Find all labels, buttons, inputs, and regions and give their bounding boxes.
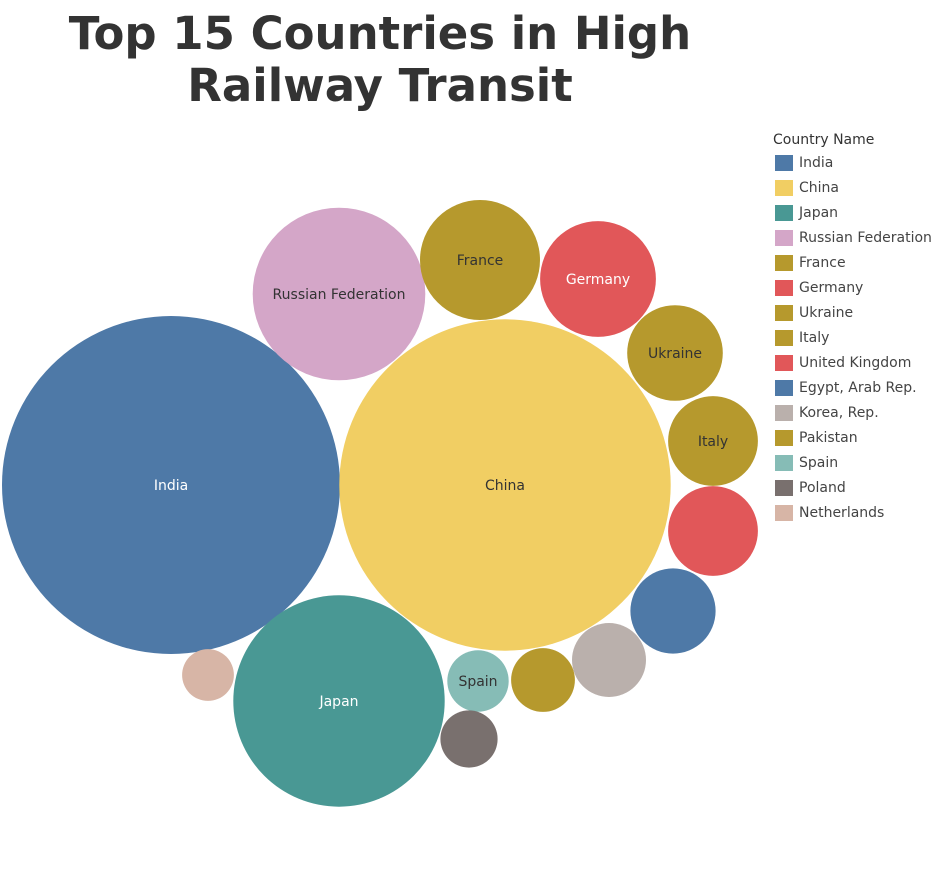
bubble-russian-federation[interactable] — [252, 207, 426, 381]
legend-label: Italy — [799, 329, 830, 346]
bubble-poland[interactable] — [440, 710, 498, 768]
bubble-label-india: India — [154, 478, 188, 494]
legend-swatch — [775, 479, 793, 496]
legend-swatch — [775, 304, 793, 321]
legend-label: Ukraine — [799, 304, 854, 321]
legend-label: Pakistan — [799, 429, 858, 446]
bubble-label-spain: Spain — [458, 674, 497, 690]
legend-item-korea-rep[interactable]: Korea, Rep. — [773, 400, 946, 425]
legend-item-spain[interactable]: Spain — [773, 450, 946, 475]
legend-item-russian-federation[interactable]: Russian Federation — [773, 225, 946, 250]
legend-item-ukraine[interactable]: Ukraine — [773, 300, 946, 325]
legend-label: Netherlands — [799, 504, 885, 521]
legend-label: Japan — [799, 204, 839, 221]
legend: Country Name India China Japan Russian Fede… — [773, 130, 946, 525]
legend-swatch — [775, 454, 793, 471]
legend-item-poland[interactable]: Poland — [773, 475, 946, 500]
chart-title-line-2: Railway Transit — [187, 59, 573, 112]
legend-swatch — [775, 329, 793, 346]
bubble-label-japan: Japan — [318, 694, 358, 710]
legend-swatch — [775, 404, 793, 421]
bubble-france[interactable] — [420, 200, 540, 320]
legend-label: Russian Federation — [799, 229, 932, 246]
legend-label: United Kingdom — [799, 354, 912, 371]
chart-title: Top 15 Countries in High Railway Transit — [40, 8, 720, 112]
bubble-netherlands[interactable] — [182, 649, 234, 701]
legend-item-india[interactable]: India — [773, 150, 946, 175]
bubble-label-ukraine: Ukraine — [648, 346, 702, 362]
legend-item-france[interactable]: France — [773, 250, 946, 275]
legend-swatch — [775, 254, 793, 271]
legend-item-china[interactable]: China — [773, 175, 946, 200]
bubble-italy[interactable] — [668, 396, 758, 486]
legend-item-egypt-arab-rep[interactable]: Egypt, Arab Rep. — [773, 375, 946, 400]
bubble-japan[interactable] — [233, 595, 445, 807]
legend-swatch — [775, 279, 793, 296]
bubble-pakistan[interactable] — [511, 648, 575, 712]
bubble-spain[interactable] — [447, 650, 509, 712]
legend-swatch — [775, 229, 793, 246]
bubble-egypt-arab-rep[interactable] — [630, 568, 716, 654]
legend-label: Egypt, Arab Rep. — [799, 379, 917, 396]
bubble-united-kingdom[interactable] — [668, 486, 758, 576]
legend-label: China — [799, 179, 839, 196]
bubble-label-china: China — [485, 478, 525, 494]
legend-label: Germany — [799, 279, 864, 296]
bubble-label-italy: Italy — [698, 434, 728, 450]
legend-label: Spain — [799, 454, 839, 471]
legend-swatch — [775, 354, 793, 371]
legend-item-italy[interactable]: Italy — [773, 325, 946, 350]
chart-title-line-1: Top 15 Countries in High — [68, 7, 692, 60]
legend-item-japan[interactable]: Japan — [773, 200, 946, 225]
legend-swatch — [775, 204, 793, 221]
legend-item-united-kingdom[interactable]: United Kingdom — [773, 350, 946, 375]
legend-items: India China Japan Russian Federation France G… — [773, 150, 946, 525]
legend-swatch — [775, 379, 793, 396]
legend-item-germany[interactable]: Germany — [773, 275, 946, 300]
bubble-ukraine[interactable] — [627, 305, 723, 401]
legend-label: France — [799, 254, 846, 271]
legend-label: Korea, Rep. — [799, 404, 879, 421]
legend-item-netherlands[interactable]: Netherlands — [773, 500, 946, 525]
bubble-korea-rep[interactable] — [572, 623, 646, 697]
bubble-label-france: France — [457, 253, 504, 269]
bubble-label-germany: Germany — [566, 272, 630, 288]
legend-label: Poland — [799, 479, 846, 496]
bubble-label-russian-federation: Russian Federation — [273, 287, 406, 303]
legend-title: Country Name — [773, 132, 875, 148]
legend-label: India — [799, 154, 834, 171]
bubble-india[interactable] — [2, 316, 340, 654]
bubble-china[interactable] — [339, 319, 671, 651]
bubble-germany[interactable] — [540, 221, 656, 337]
legend-swatch — [775, 504, 793, 521]
legend-swatch — [775, 179, 793, 196]
legend-swatch — [775, 429, 793, 446]
legend-swatch — [775, 154, 793, 171]
legend-item-pakistan[interactable]: Pakistan — [773, 425, 946, 450]
